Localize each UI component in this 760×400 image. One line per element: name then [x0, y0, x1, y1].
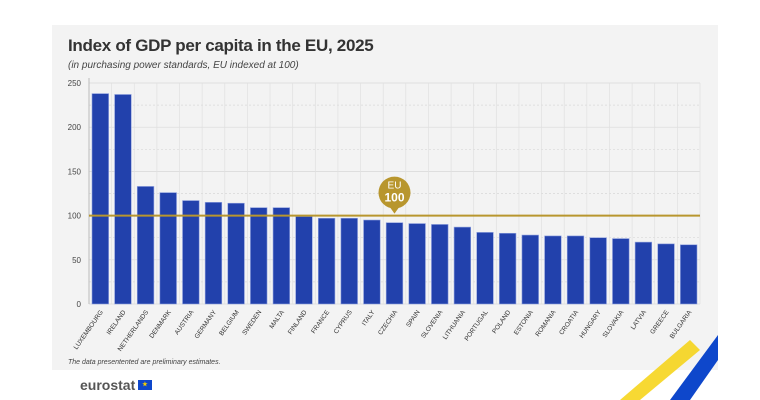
- bar-cyprus: [340, 217, 358, 305]
- eu-marker-bubble: [378, 176, 411, 209]
- bar-ireland: [114, 94, 132, 305]
- eu-marker-pointer: [389, 206, 400, 214]
- y-tick-label: 100: [68, 212, 82, 221]
- y-tick-label: 250: [68, 79, 82, 88]
- bar-sweden: [250, 207, 268, 305]
- y-tick-label: 0: [77, 300, 82, 309]
- bar-croatia: [566, 235, 585, 305]
- eu-marker-value: 100: [384, 191, 404, 205]
- bar-italy: [363, 219, 381, 305]
- bar-slovenia: [431, 224, 449, 305]
- bar-poland: [499, 232, 517, 305]
- blue-stripe: [670, 335, 718, 400]
- y-tick-label: 150: [68, 167, 82, 176]
- bar-estonia: [521, 234, 539, 305]
- bar-hungary: [589, 237, 607, 305]
- bar-france: [317, 217, 336, 305]
- y-tick-label: 50: [72, 256, 81, 265]
- footnote: The data presentented are preliminary es…: [68, 359, 221, 366]
- bar-malta: [272, 207, 290, 305]
- bar-luxembourg: [91, 93, 109, 305]
- bar-belgium: [227, 202, 245, 305]
- bar-greece: [657, 243, 675, 305]
- eu-marker-label: EU: [388, 181, 402, 192]
- chart-subtitle: (in purchasing power standards, EU index…: [68, 60, 299, 71]
- bar-spain: [408, 223, 426, 305]
- yellow-stripe: [620, 340, 700, 400]
- bar-slovakia: [612, 238, 630, 305]
- bar-lithuania: [453, 226, 472, 305]
- bar-romania: [544, 235, 562, 305]
- bar-denmark: [159, 192, 177, 305]
- bar-germany: [204, 202, 223, 305]
- bar-portugal: [476, 232, 494, 305]
- logo-text: eurostat: [80, 377, 136, 393]
- bar-bulgaria: [680, 244, 698, 305]
- bar-austria: [182, 200, 200, 305]
- eu-flag-icon: [138, 380, 153, 390]
- chart-title: Index of GDP per capita in the EU, 2025: [68, 36, 374, 55]
- y-tick-label: 200: [68, 123, 82, 132]
- bar-latvia: [634, 241, 653, 305]
- bar-czechia: [385, 222, 404, 305]
- eurostat-logo: eurostat: [80, 377, 153, 393]
